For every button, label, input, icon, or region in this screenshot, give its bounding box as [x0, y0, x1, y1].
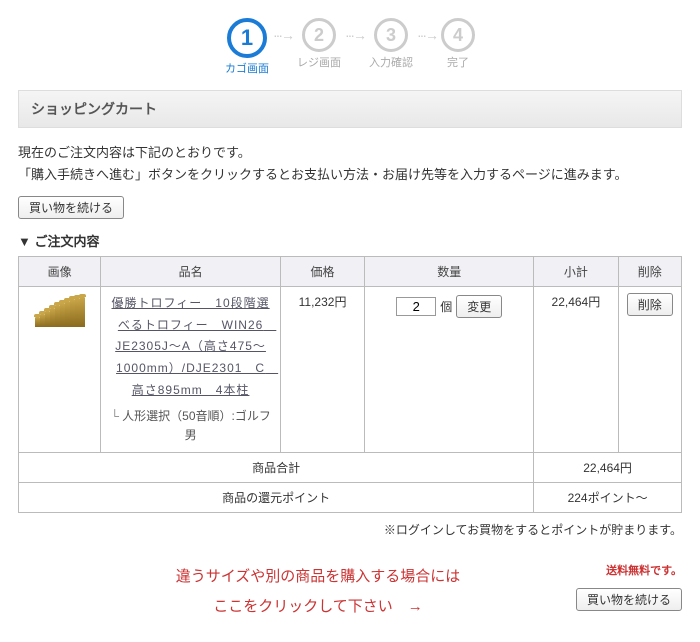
sum-value: 22,464円	[534, 452, 682, 482]
order-section-title: ご注文内容	[18, 231, 682, 250]
item-name-cell: 優勝トロフィー 10段階選べるトロフィー WIN26 JE2305J～A（高さ4…	[101, 287, 280, 452]
col-subtotal: 小計	[534, 257, 618, 287]
item-qty-cell: 個 変更	[365, 287, 534, 452]
free-shipping-label: 送料無料です。	[576, 562, 682, 578]
sum-label: 商品合計	[19, 452, 534, 482]
qty-unit: 個	[440, 298, 452, 315]
step-arrow-icon: ···→	[345, 18, 365, 52]
points-value: 224ポイント～	[534, 482, 682, 512]
continue-shopping-button-2[interactable]: 買い物を続ける	[576, 588, 682, 611]
cart-table: 画像 品名 価格 数量 小計 削除 優勝トロフィー 10段階選べるトロフィー W…	[18, 256, 682, 512]
col-image: 画像	[19, 257, 101, 287]
points-label: 商品の還元ポイント	[19, 482, 534, 512]
step-4-circle: 4	[441, 18, 475, 52]
alt-msg-2: ここをクリックして下さい →	[78, 592, 558, 622]
item-image-cell	[19, 287, 101, 452]
product-link[interactable]: 優勝トロフィー 10段階選べるトロフィー WIN26 JE2305J～A（高さ4…	[112, 296, 279, 396]
step-2-label: レジ画面	[297, 54, 341, 70]
checkout-steps: 1 カゴ画面 ···→ 2 レジ画面 ···→ 3 入力確認 ···→ 4 完了	[18, 18, 682, 76]
item-subtotal: 22,464円	[534, 287, 618, 452]
alt-right-col: 送料無料です。 買い物を続ける	[576, 562, 682, 611]
cart-item-row: 優勝トロフィー 10段階選べるトロフィー WIN26 JE2305J～A（高さ4…	[19, 287, 682, 452]
step-3-circle: 3	[374, 18, 408, 52]
step-confirm: 3 入力確認	[369, 18, 413, 70]
qty-input[interactable]	[396, 297, 436, 316]
login-note: ※ログインしてお買物をするとポイントが貯まります。	[18, 521, 682, 538]
col-delete: 削除	[618, 257, 681, 287]
page-title: ショッピングカート	[18, 90, 682, 128]
step-done: 4 完了	[441, 18, 475, 70]
delete-button[interactable]: 削除	[627, 293, 673, 316]
col-price: 価格	[280, 257, 364, 287]
col-name: 品名	[101, 257, 280, 287]
item-price: 11,232円	[280, 287, 364, 452]
table-header-row: 画像 品名 価格 数量 小計 削除	[19, 257, 682, 287]
alt-purchase-row: 違うサイズや別の商品を購入する場合には ここをクリックして下さい → 送料無料で…	[18, 562, 682, 622]
step-arrow-icon: ···→	[417, 18, 437, 52]
qty-change-button[interactable]: 変更	[456, 295, 502, 318]
totals-sum-row: 商品合計 22,464円	[19, 452, 682, 482]
step-1-label: カゴ画面	[225, 60, 269, 76]
step-2-circle: 2	[302, 18, 336, 52]
totals-points-row: 商品の還元ポイント 224ポイント～	[19, 482, 682, 512]
alt-purchase-text: 違うサイズや別の商品を購入する場合には ここをクリックして下さい →	[18, 562, 558, 622]
step-arrow-icon: ···→	[273, 18, 293, 52]
alt-msg-1: 違うサイズや別の商品を購入する場合には	[78, 562, 558, 592]
step-1-circle: 1	[227, 18, 267, 58]
item-delete-cell: 削除	[618, 287, 681, 452]
step-4-label: 完了	[441, 54, 475, 70]
intro-line-2: 「購入手続きへ進む」ボタンをクリックするとお支払い方法・お届け先等を入力するペー…	[18, 164, 682, 186]
intro-text: 現在のご注文内容は下記のとおりです。 「購入手続きへ進む」ボタンをクリックすると…	[18, 142, 682, 186]
trophy-thumbnail-icon	[27, 297, 92, 327]
item-option: 人形選択（50音順）:ゴルフ 男	[109, 407, 271, 445]
step-3-label: 入力確認	[369, 54, 413, 70]
step-cart: 1 カゴ画面	[225, 18, 269, 76]
step-register: 2 レジ画面	[297, 18, 341, 70]
continue-shopping-button[interactable]: 買い物を続ける	[18, 196, 124, 219]
col-qty: 数量	[365, 257, 534, 287]
intro-line-1: 現在のご注文内容は下記のとおりです。	[18, 142, 682, 164]
